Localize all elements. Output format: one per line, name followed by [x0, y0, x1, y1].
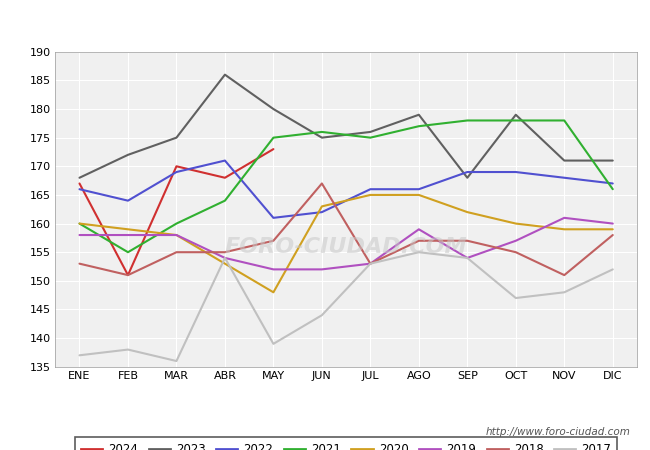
- Text: http://www.foro-ciudad.com: http://www.foro-ciudad.com: [486, 428, 630, 437]
- Text: Afiliados en Castellnovo a 31/5/2024: Afiliados en Castellnovo a 31/5/2024: [173, 7, 477, 25]
- Text: FORO-CIUDAD.COM: FORO-CIUDAD.COM: [225, 237, 467, 257]
- Legend: 2024, 2023, 2022, 2021, 2020, 2019, 2018, 2017: 2024, 2023, 2022, 2021, 2020, 2019, 2018…: [75, 437, 617, 450]
